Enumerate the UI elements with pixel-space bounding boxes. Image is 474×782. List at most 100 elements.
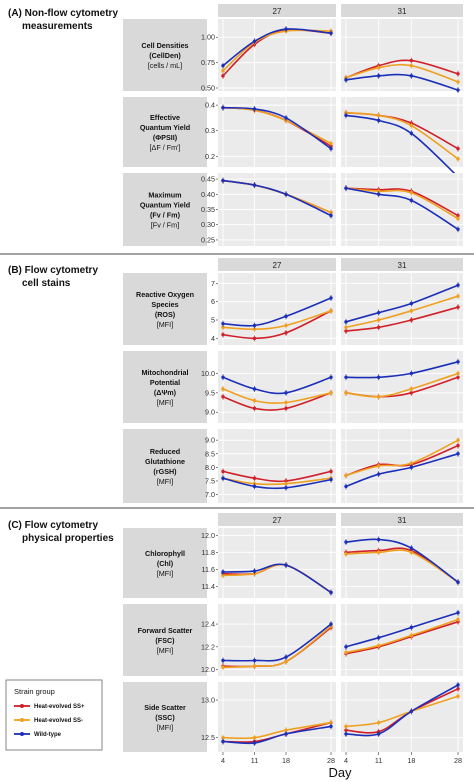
data-point bbox=[221, 570, 225, 574]
y-tick-label: 11.4 bbox=[202, 582, 215, 591]
data-point bbox=[284, 659, 288, 664]
y-tick-label: 12.4 bbox=[201, 620, 215, 629]
y-tick-label: 12.0 bbox=[201, 531, 215, 540]
data-point bbox=[344, 645, 348, 649]
y-tick-label: 8.0 bbox=[205, 463, 215, 472]
data-point bbox=[221, 325, 225, 330]
row-label-text: (FSC) bbox=[155, 636, 175, 645]
data-point bbox=[284, 314, 288, 319]
data-point bbox=[252, 658, 257, 663]
data-point bbox=[221, 736, 225, 740]
data-point bbox=[284, 331, 288, 335]
data-point bbox=[252, 664, 257, 668]
row-label-text: Maximum bbox=[148, 191, 181, 200]
row-label-text: [MFI] bbox=[157, 398, 173, 407]
data-point bbox=[376, 74, 381, 78]
x-axis-label: Day bbox=[328, 765, 352, 780]
data-point bbox=[344, 325, 348, 330]
legend-title: Strain group bbox=[14, 687, 55, 696]
data-point bbox=[252, 406, 257, 411]
data-point bbox=[376, 65, 381, 70]
data-point bbox=[344, 113, 348, 118]
panel-background bbox=[218, 682, 336, 752]
legend-swatch-wild-type bbox=[20, 732, 24, 736]
data-point bbox=[344, 540, 348, 544]
row-label-text: (CellDen) bbox=[149, 51, 181, 60]
data-point bbox=[221, 387, 225, 391]
data-point bbox=[344, 732, 348, 736]
data-point bbox=[252, 183, 257, 187]
section-b-subtitle: cell stains bbox=[22, 278, 71, 289]
row-label-box bbox=[123, 429, 207, 503]
row-label-text: (ROS) bbox=[155, 310, 176, 319]
data-point bbox=[409, 198, 414, 203]
row-label-text: [MFI] bbox=[157, 646, 173, 655]
data-point bbox=[329, 146, 333, 151]
row-label-text: Effective bbox=[150, 113, 180, 122]
data-point bbox=[409, 461, 414, 465]
data-point bbox=[376, 325, 381, 330]
data-point bbox=[329, 309, 333, 313]
x-tick-label: 28 bbox=[454, 756, 462, 765]
data-point bbox=[409, 191, 414, 195]
series-line bbox=[222, 477, 332, 490]
series-line bbox=[345, 187, 459, 220]
series-line bbox=[345, 306, 459, 332]
data-point bbox=[252, 387, 257, 391]
row-label-text: [MFI] bbox=[157, 569, 173, 578]
data-point bbox=[376, 395, 381, 399]
data-point bbox=[456, 283, 460, 287]
data-point bbox=[409, 301, 414, 306]
facet-label-27: 27 bbox=[273, 261, 282, 270]
data-point bbox=[376, 537, 381, 542]
data-point bbox=[456, 683, 460, 687]
y-tick-label: 0.25 bbox=[201, 235, 215, 244]
legend-label-ss-plus: Heat-evolved SS+ bbox=[34, 704, 85, 710]
data-point bbox=[221, 178, 225, 183]
x-tick-label: 4 bbox=[344, 756, 348, 765]
data-point bbox=[344, 186, 348, 190]
row-label-text: (SSC) bbox=[155, 713, 175, 722]
y-tick-label: 9.0 bbox=[205, 408, 215, 417]
y-tick-label: 0.35 bbox=[201, 205, 215, 214]
facet-strip-27 bbox=[218, 258, 336, 271]
series-line bbox=[222, 563, 332, 594]
data-point bbox=[252, 736, 257, 740]
data-point bbox=[284, 728, 288, 732]
data-point bbox=[456, 438, 460, 442]
legend: Strain group Heat-evolved SS+ Heat-evolv… bbox=[5, 679, 103, 751]
series-line bbox=[345, 73, 459, 91]
series-line bbox=[222, 297, 332, 327]
data-point bbox=[376, 318, 381, 322]
data-point bbox=[252, 398, 257, 403]
data-point bbox=[221, 74, 225, 78]
row-label-box bbox=[123, 528, 207, 598]
data-point bbox=[409, 309, 414, 313]
series-line bbox=[222, 388, 332, 404]
series-line bbox=[345, 538, 459, 583]
row-label-text: (ΦPSII) bbox=[153, 133, 178, 142]
data-point bbox=[284, 192, 288, 196]
y-tick-label: 0.3 bbox=[205, 126, 215, 135]
legend-swatch-ss-minus bbox=[20, 718, 24, 722]
series-line bbox=[345, 361, 459, 379]
data-point bbox=[376, 192, 381, 196]
series-line bbox=[222, 625, 332, 669]
data-point bbox=[456, 216, 460, 221]
row-label-text: Quantum Yield bbox=[140, 201, 190, 210]
x-tick-label: 11 bbox=[375, 756, 382, 765]
data-point bbox=[252, 107, 257, 111]
data-point bbox=[252, 741, 257, 745]
row-label-text: Reduced bbox=[150, 447, 180, 456]
x-tick-label: 28 bbox=[327, 756, 335, 765]
series-line bbox=[345, 688, 459, 734]
data-point bbox=[284, 563, 288, 567]
data-point bbox=[329, 210, 333, 215]
data-point bbox=[376, 464, 381, 468]
legend-label-wild-type: Wild-type bbox=[34, 732, 62, 738]
data-point bbox=[456, 88, 460, 92]
data-point bbox=[221, 332, 225, 337]
data-point bbox=[456, 375, 460, 379]
data-point bbox=[376, 720, 381, 725]
